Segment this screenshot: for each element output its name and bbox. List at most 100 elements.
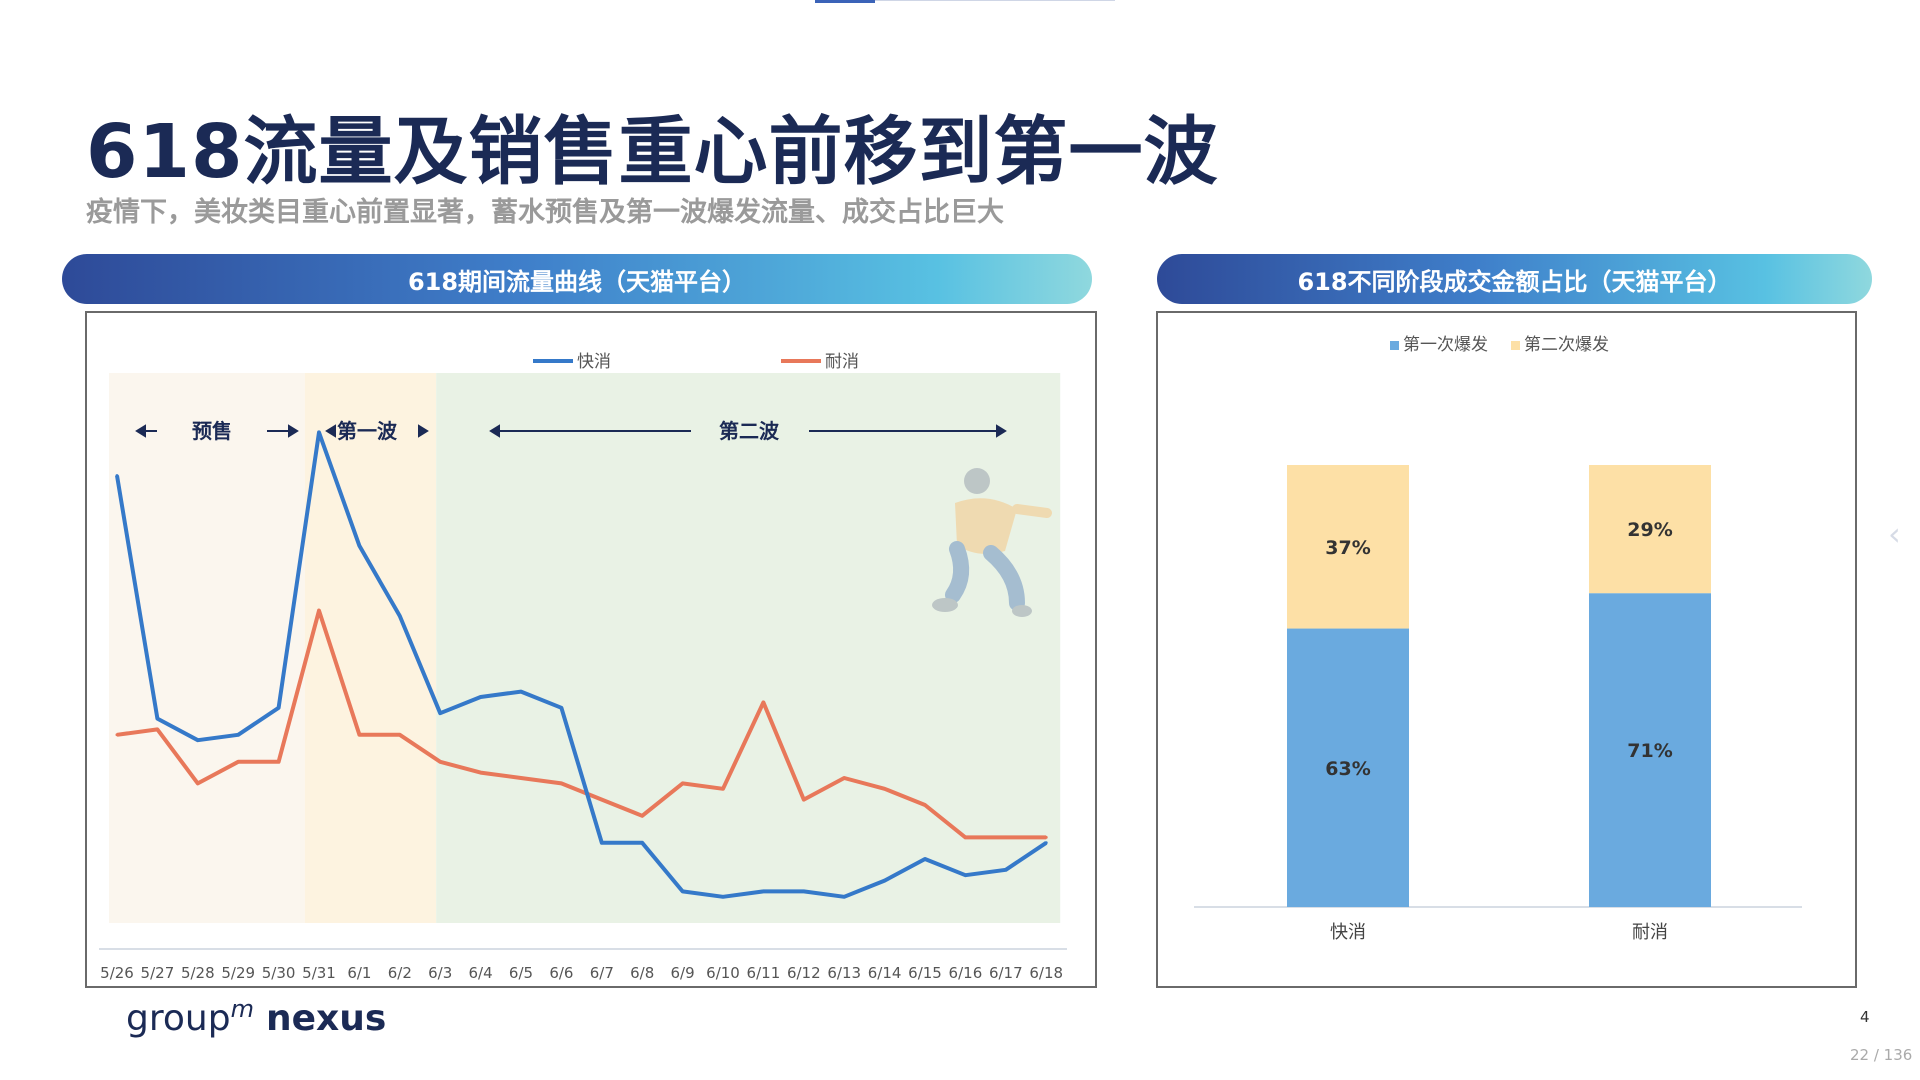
x-tick-label: 5/31 [302, 964, 336, 982]
top-progress-line [875, 0, 1115, 1]
x-tick-label: 6/9 [671, 964, 695, 982]
x-tick-label: 6/11 [747, 964, 781, 982]
data-point-0-23 [1044, 841, 1048, 845]
top-progress-tab [815, 0, 875, 3]
data-point-1-15 [721, 787, 725, 791]
logo-m-text: m [230, 995, 254, 1023]
slide-title: 618流量及销售重心前移到第一波 [86, 109, 1219, 195]
data-point-1-17 [802, 798, 806, 802]
data-point-1-9 [479, 771, 483, 775]
data-point-0-9 [479, 695, 483, 699]
x-tick-label: 5/29 [221, 964, 255, 982]
bar-chart-banner-text: 618不同阶段成交金额占比（天猫平台） [1297, 267, 1732, 296]
data-point-0-1 [155, 717, 159, 721]
data-point-0-17 [802, 889, 806, 893]
page-number: 4 [1860, 1008, 1870, 1026]
slide-subtitle: 疫情下，美妆类目重心前置显著，蓄水预售及第一波爆发流量、成交占比巨大 [86, 197, 1004, 228]
data-point-1-22 [1004, 835, 1008, 839]
data-point-1-20 [923, 803, 927, 807]
data-point-1-6 [357, 733, 361, 737]
line-chart-banner-text: 618期间流量曲线（天猫平台） [407, 267, 747, 296]
data-point-1-13 [640, 814, 644, 818]
x-tick-label: 6/18 [1029, 964, 1063, 982]
x-tick-label: 6/1 [347, 964, 371, 982]
series-line-1 [116, 608, 1047, 840]
data-point-0-11 [559, 706, 563, 710]
phase-label-wave1: 第一波 [337, 419, 398, 443]
bar-chart-banner: 618不同阶段成交金额占比（天猫平台） [1157, 254, 1872, 304]
x-tick-label: 6/13 [827, 964, 861, 982]
data-point-0-21 [963, 873, 967, 877]
data-point-1-0 [115, 733, 119, 737]
bar-value-label: 37% [1325, 537, 1370, 559]
data-point-1-16 [761, 700, 765, 704]
x-tick-label: 6/10 [706, 964, 740, 982]
x-tick-label: 6/15 [908, 964, 942, 982]
bar-value-label: 63% [1325, 758, 1370, 780]
legend-swatch-first-burst [1390, 341, 1399, 350]
logo-nexus-text: nexus [265, 998, 387, 1039]
data-point-0-16 [761, 889, 765, 893]
x-tick-label: 6/14 [868, 964, 902, 982]
x-tick-label: 6/12 [787, 964, 821, 982]
data-point-1-23 [1044, 835, 1048, 839]
bar-series: 63% 37% 快消 71% 29% 耐消 [1287, 465, 1711, 943]
data-point-0-22 [1004, 868, 1008, 872]
x-tick-label: 6/16 [949, 964, 983, 982]
legend-swatch-second-burst [1511, 341, 1520, 350]
legend-label-fmcg: 快消 [577, 352, 611, 372]
data-point-0-4 [277, 706, 281, 710]
data-point-1-10 [519, 776, 523, 780]
bar-segment-0-1 [1287, 465, 1409, 629]
bar-segment-0-0 [1287, 628, 1409, 907]
data-point-0-19 [883, 879, 887, 883]
x-tick-label: 6/17 [989, 964, 1023, 982]
data-point-1-4 [277, 760, 281, 764]
next-page-arrow-icon[interactable]: ‹ [1888, 515, 1901, 553]
line-chart: 快消 耐消 预售 第一波 第二波 5/26 5/27 5/28 5/29 5/30 5/3… [99, 352, 1067, 982]
data-point-0-10 [519, 690, 523, 694]
data-point-1-8 [438, 760, 442, 764]
data-point-1-7 [398, 733, 402, 737]
data-point-1-12 [600, 798, 604, 802]
data-point-0-7 [398, 614, 402, 618]
data-point-1-1 [155, 727, 159, 731]
data-point-0-15 [721, 895, 725, 899]
groupm-nexus-logo: groupm nexus [126, 995, 386, 1039]
bar-chart: 第一次爆发 第二次爆发 63% 37% 快消 71% 29% 耐消 [1194, 335, 1802, 943]
wave2-phase-background [436, 373, 1061, 923]
data-point-1-3 [236, 760, 240, 764]
x-tick-label: 6/5 [509, 964, 533, 982]
wave1-phase-background [304, 373, 437, 923]
line-chart-banner: 618期间流量曲线（天猫平台） [62, 254, 1092, 304]
data-point-0-20 [923, 857, 927, 861]
bar-chart-panel: 第一次爆发 第二次爆发 63% 37% 快消 71% 29% 耐消 [1156, 311, 1857, 988]
data-point-0-14 [681, 889, 685, 893]
x-tick-label: 6/3 [428, 964, 452, 982]
line-chart-panel: 快消 耐消 预售 第一波 第二波 5/26 5/27 5/28 5/29 5/30 5/3… [85, 311, 1097, 988]
x-tick-label: 5/30 [262, 964, 296, 982]
series-line-0 [115, 430, 1048, 899]
presale-phase-background [109, 373, 305, 923]
data-point-0-0 [115, 474, 119, 478]
x-tick-label: 5/26 [100, 964, 134, 982]
line-series [115, 430, 1048, 899]
x-tick-label: 6/4 [469, 964, 493, 982]
logo-group-text: group [126, 998, 231, 1039]
x-tick-label: 6/2 [388, 964, 412, 982]
bar-value-label: 71% [1627, 740, 1672, 762]
data-point-1-2 [196, 781, 200, 785]
legend-label-second-burst: 第二次爆发 [1524, 335, 1609, 355]
x-tick-label: 5/28 [181, 964, 215, 982]
x-tick-label: 6/7 [590, 964, 614, 982]
phase-label-presale: 预售 [192, 419, 232, 443]
x-tick-label: 6/6 [549, 964, 573, 982]
data-point-0-18 [842, 895, 846, 899]
data-point-0-8 [438, 711, 442, 715]
data-point-1-21 [963, 835, 967, 839]
x-tick-label: 5/27 [141, 964, 175, 982]
data-point-0-2 [196, 738, 200, 742]
bar-segment-1-0 [1589, 593, 1711, 907]
data-point-1-14 [681, 781, 685, 785]
data-point-1-5 [317, 609, 321, 613]
